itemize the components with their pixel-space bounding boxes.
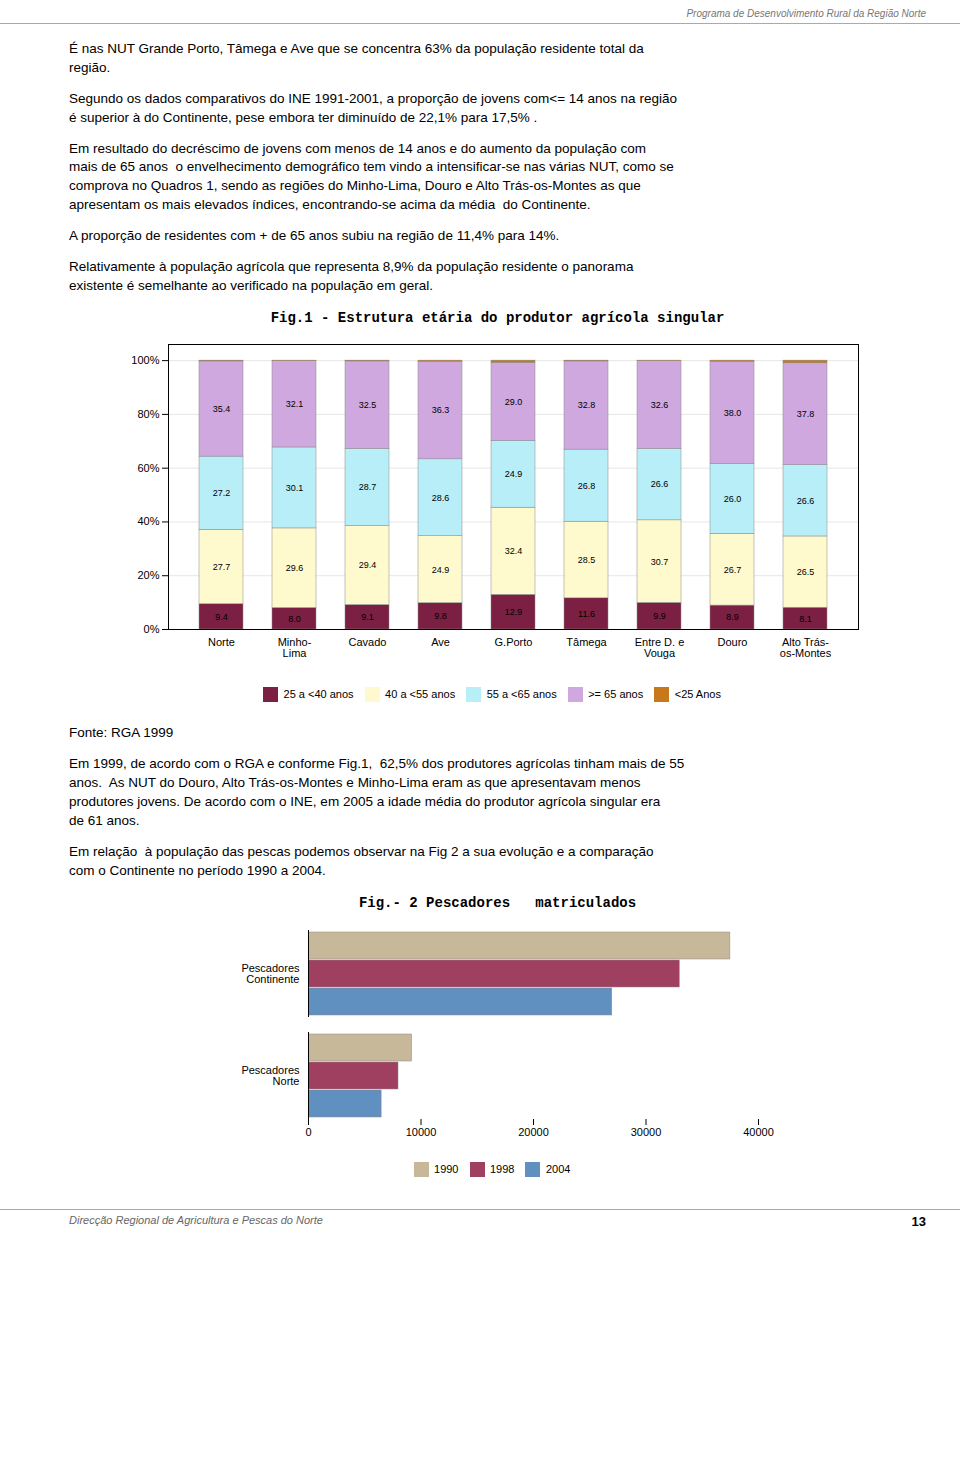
svg-text:38.0: 38.0 — [723, 407, 741, 417]
svg-text:Minho-Lima: Minho-Lima — [277, 636, 311, 659]
html-text:Fig.1 - Estrutura etária do pr: Fig.1 - Estrutura etária do produtor agr… — [270, 309, 725, 326]
svg-text:80%: 80% — [137, 408, 159, 420]
svg-text:11.6: 11.6 — [578, 609, 595, 619]
svg-text:8.1: 8.1 — [799, 613, 812, 623]
html-text:Relativamente à população agrí: Relativamente à população agrícola que r… — [69, 259, 634, 293]
html-text:Em resultado do decréscimo de: Em resultado do decréscimo de jovens com… — [69, 140, 674, 213]
svg-text:26.6: 26.6 — [796, 495, 814, 505]
svg-text:26.7: 26.7 — [723, 564, 741, 574]
svg-text:37.8: 37.8 — [796, 409, 814, 419]
svg-text:32.5: 32.5 — [358, 400, 376, 410]
svg-text:27.7: 27.7 — [212, 562, 230, 572]
svg-text:26.6: 26.6 — [650, 479, 668, 489]
svg-text:28.6: 28.6 — [431, 492, 449, 502]
svg-text:PescadoresContinente: PescadoresContinente — [241, 962, 300, 985]
svg-text:36.3: 36.3 — [431, 405, 449, 415]
html-text:Fig.- 2 Pescadores matriculado: Fig.- 2 Pescadores matriculados — [358, 894, 637, 911]
svg-text:24.9: 24.9 — [504, 469, 522, 479]
html-text:É nas NUT Grande Porto, Tâmega: É nas NUT Grande Porto, Tâmega e Ave que… — [69, 41, 644, 75]
svg-text:100%: 100% — [131, 354, 159, 366]
html-text:55 a <65 anos: 55 a <65 anos — [486, 688, 557, 701]
html-text:40 a <55 anos: 40 a <55 anos — [385, 688, 456, 701]
svg-text:12.9: 12.9 — [504, 607, 522, 617]
svg-text:40%: 40% — [137, 515, 159, 527]
html-text:1998: 1998 — [490, 1163, 515, 1175]
svg-text:Douro: Douro — [717, 636, 747, 648]
svg-text:G.Porto: G.Porto — [494, 636, 532, 648]
svg-text:0%: 0% — [143, 623, 159, 635]
svg-text:27.2: 27.2 — [212, 488, 230, 498]
svg-text:26.0: 26.0 — [723, 494, 741, 504]
svg-text:32.8: 32.8 — [577, 400, 595, 410]
svg-text:9.8: 9.8 — [434, 611, 447, 621]
svg-text:29.4: 29.4 — [358, 560, 376, 570]
html-text:Em 1999, de acordo com o RGA e: Em 1999, de acordo com o RGA e conforme … — [69, 756, 685, 828]
html-text:Em relação à população das pes: Em relação à população das pescas podemo… — [69, 843, 654, 878]
svg-text:10000: 10000 — [405, 1126, 436, 1138]
svg-text:Tâmega: Tâmega — [566, 636, 607, 648]
html-text:1990: 1990 — [434, 1163, 459, 1175]
svg-text:28.7: 28.7 — [358, 482, 376, 492]
svg-text:35.4: 35.4 — [212, 404, 230, 414]
html-text:13: 13 — [911, 1214, 926, 1229]
svg-text:32.4: 32.4 — [504, 546, 522, 556]
html-text:>= 65 anos: >= 65 anos — [588, 688, 644, 701]
svg-text:Ave: Ave — [431, 636, 450, 648]
html-text:Fonte: RGA 1999: Fonte: RGA 1999 — [69, 725, 174, 741]
html-text:25 a <40 anos: 25 a <40 anos — [283, 688, 354, 701]
html-text:Segundo os dados comparativos: Segundo os dados comparativos do INE 199… — [69, 90, 677, 125]
svg-text:28.5: 28.5 — [577, 555, 595, 565]
html-text:Direcção Regional de Agricultu: Direcção Regional de Agricultura e Pesca… — [69, 1214, 323, 1226]
svg-text:20%: 20% — [137, 569, 159, 581]
svg-text:29.0: 29.0 — [504, 396, 522, 406]
svg-text:9.4: 9.4 — [215, 612, 228, 622]
html-text:Programa de Desenvolvimento Ru: Programa de Desenvolvimento Rural da Reg… — [686, 8, 926, 19]
svg-text:20000: 20000 — [518, 1126, 549, 1138]
svg-text:Norte: Norte — [208, 636, 235, 648]
svg-text:0: 0 — [305, 1126, 311, 1138]
svg-text:PescadoresNorte: PescadoresNorte — [241, 1064, 300, 1087]
svg-text:30.7: 30.7 — [650, 556, 668, 566]
svg-text:Alto Trás-os-Montes: Alto Trás-os-Montes — [779, 636, 831, 659]
svg-text:30000: 30000 — [630, 1126, 661, 1138]
svg-text:32.1: 32.1 — [285, 399, 303, 409]
svg-text:60%: 60% — [137, 461, 159, 473]
svg-text:9.9: 9.9 — [653, 611, 666, 621]
svg-text:Entre D. eVouga: Entre D. eVouga — [634, 636, 684, 659]
svg-text:Cavado: Cavado — [348, 636, 386, 648]
html-text:A proporção de residentes com: A proporção de residentes com + de 65 an… — [69, 228, 560, 244]
svg-text:40000: 40000 — [743, 1126, 774, 1138]
svg-text:26.8: 26.8 — [577, 480, 595, 490]
svg-text:26.5: 26.5 — [796, 567, 814, 577]
html-text:<25 Anos: <25 Anos — [674, 688, 721, 701]
svg-text:9.1: 9.1 — [361, 612, 374, 622]
svg-text:8.0: 8.0 — [288, 613, 301, 623]
html-text:2004: 2004 — [546, 1163, 571, 1175]
svg-text:30.1: 30.1 — [285, 483, 303, 493]
svg-text:32.6: 32.6 — [650, 400, 668, 410]
svg-text:24.9: 24.9 — [431, 564, 449, 574]
svg-text:29.6: 29.6 — [285, 563, 303, 573]
svg-text:8.9: 8.9 — [726, 612, 739, 622]
